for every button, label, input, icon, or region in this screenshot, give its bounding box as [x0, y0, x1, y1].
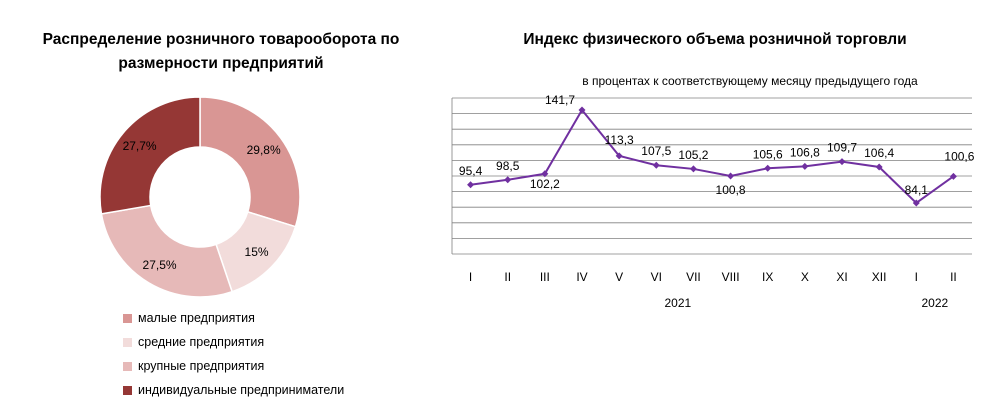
- data-point: [838, 158, 846, 166]
- data-label: 105,2: [678, 148, 708, 162]
- donut-slice-label: 27,7%: [123, 139, 157, 153]
- x-tick-label: II: [504, 270, 511, 284]
- legend-item: средние предприятия: [123, 330, 344, 354]
- legend-item: крупные предприятия: [123, 354, 344, 378]
- x-tick-label: VI: [651, 270, 662, 284]
- data-point: [541, 170, 549, 178]
- data-point: [801, 162, 809, 170]
- donut-slice: [99, 96, 201, 215]
- line-chart-subtitle: в процентах к соответствующему месяцу пр…: [582, 74, 918, 88]
- donut-legend: малые предприятия средние предприятия круп…: [123, 306, 344, 402]
- x-tick-label: XI: [836, 270, 847, 284]
- series-line: [470, 108, 955, 205]
- data-label: 141,7: [545, 93, 575, 107]
- x-tick-label: I: [915, 270, 918, 284]
- x-tick-label: III: [540, 270, 550, 284]
- x-tick-label: XII: [872, 270, 887, 284]
- data-label: 100,6: [944, 149, 974, 163]
- data-label: 84,1: [905, 183, 929, 197]
- x-tick-label: IX: [762, 270, 773, 284]
- data-point: [727, 172, 735, 180]
- legend-label: индивидуальные предприниматели: [138, 383, 345, 397]
- legend-swatch: [123, 313, 132, 323]
- data-label: 107,5: [641, 144, 671, 158]
- x-tick-label: IV: [576, 270, 587, 284]
- donut-slice: [199, 96, 301, 228]
- data-label: 98,5: [496, 159, 520, 173]
- x-tick-label: II: [950, 270, 957, 284]
- data-point: [875, 163, 883, 171]
- x-tick-label: VIII: [722, 270, 740, 284]
- data-point: [467, 181, 475, 189]
- legend-swatch: [123, 385, 132, 395]
- data-label: 95,4: [459, 164, 483, 178]
- legend-swatch: [123, 361, 132, 371]
- data-point: [912, 199, 920, 207]
- data-point: [652, 161, 660, 169]
- x-tick-label: VII: [686, 270, 701, 284]
- x-tick-label: I: [469, 270, 472, 284]
- x-tick-label: X: [801, 270, 809, 284]
- x-tick-label: V: [615, 270, 623, 284]
- data-point: [504, 176, 512, 184]
- legend-item: малые предприятия: [123, 306, 344, 330]
- line-chart-title: Индекс физического объема розничной торг…: [523, 31, 907, 48]
- legend-item: индивидуальные предприниматели: [123, 378, 344, 402]
- donut-slice-label: 15%: [245, 245, 269, 259]
- data-label: 102,2: [530, 177, 560, 191]
- donut-slice: [100, 204, 234, 298]
- data-point: [615, 152, 623, 160]
- donut-slice-label: 27,5%: [143, 258, 177, 272]
- data-point: [764, 164, 772, 172]
- year-label: 2022: [922, 296, 949, 310]
- legend-label: малые предприятия: [138, 311, 255, 325]
- data-label: 100,8: [716, 183, 746, 197]
- donut-chart-title: Распределение розничного товарооборота п…: [42, 31, 400, 72]
- legend-label: крупные предприятия: [138, 359, 265, 373]
- legend-label: средние предприятия: [138, 335, 265, 349]
- data-label: 109,7: [827, 141, 857, 155]
- year-label: 2021: [665, 296, 692, 310]
- data-label: 106,8: [790, 145, 820, 159]
- donut-slice-label: 29,8%: [247, 143, 281, 157]
- data-label: 113,3: [605, 133, 634, 147]
- data-point: [949, 172, 957, 180]
- data-label: 105,6: [753, 147, 783, 161]
- data-point: [578, 106, 586, 114]
- data-point: [689, 165, 697, 173]
- legend-swatch: [123, 337, 132, 347]
- data-label: 106,4: [864, 146, 894, 160]
